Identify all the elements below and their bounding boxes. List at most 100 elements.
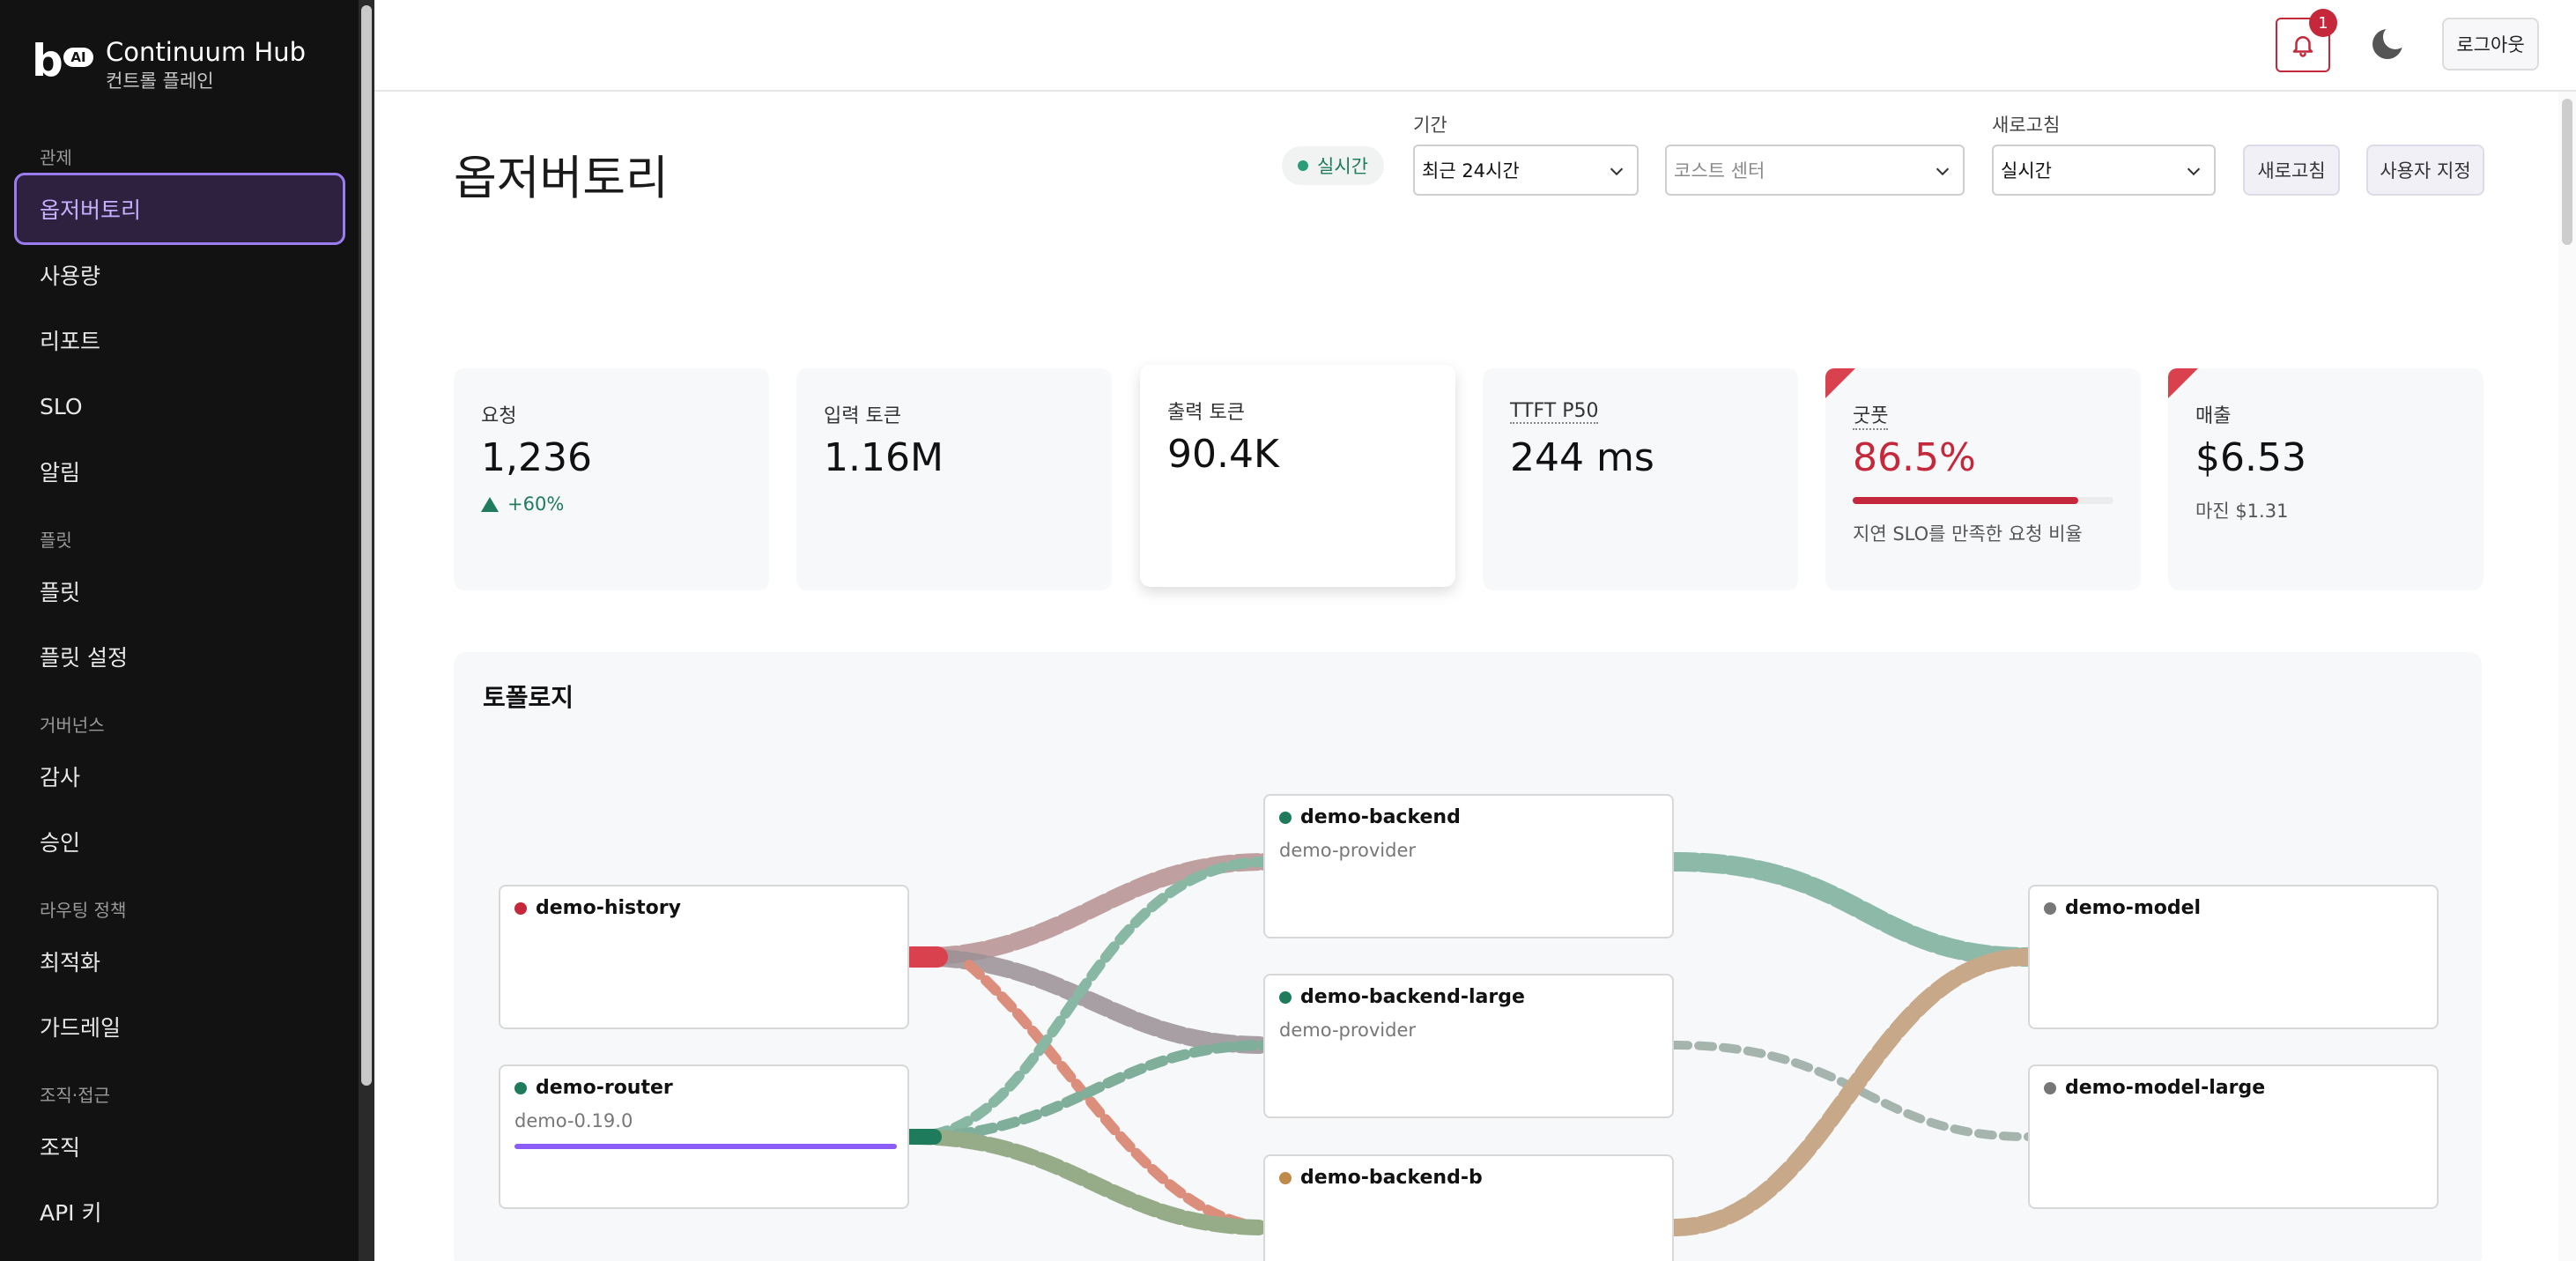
- link-router-backend-large: [906, 1040, 1270, 1142]
- link-router-backend: [906, 857, 1270, 1142]
- logo-letter: b: [32, 35, 63, 86]
- node-name: demo-backend: [1300, 806, 1461, 828]
- node-demo-backend[interactable]: demo-backend demo-provider: [1263, 794, 1674, 938]
- node-demo-history[interactable]: demo-history: [499, 885, 909, 1029]
- sidebar-item-usage[interactable]: 사용량: [40, 263, 101, 289]
- kpi-value: 244 ms: [1510, 435, 1654, 480]
- status-dot-icon: [514, 1081, 527, 1094]
- live-status-badge: 실시간: [1282, 146, 1384, 185]
- notifications-button[interactable]: [2276, 18, 2330, 72]
- topology-title: 토폴로지: [483, 683, 574, 712]
- node-demo-router[interactable]: demo-router demo-0.19.0: [499, 1064, 909, 1209]
- kpi-label: 출력 토큰: [1167, 402, 1245, 424]
- app-name: Continuum Hub: [106, 37, 307, 67]
- kpi-card-goodput[interactable]: 굿풋 86.5% 지연 SLO를 만족한 요청 비율: [1825, 368, 2141, 590]
- node-name: demo-router: [536, 1077, 673, 1099]
- kpi-label: 매출: [2195, 405, 2232, 427]
- refresh-interval-select[interactable]: 실시간: [1992, 145, 2216, 196]
- node-head: demo-model-large: [2044, 1077, 2265, 1099]
- sidebar-item-fleet-settings[interactable]: 플릿 설정: [40, 645, 128, 671]
- link-history-backend-large: [902, 948, 1274, 1054]
- kpi-label: TTFT P50: [1510, 400, 1599, 424]
- sidebar-item-organization[interactable]: 조직: [40, 1135, 81, 1161]
- refresh-label: 새로고침: [1992, 115, 2061, 136]
- custom-range-button[interactable]: 사용자 지정: [2366, 145, 2484, 196]
- sidebar-section-org-access: 조직·접근: [40, 1085, 110, 1106]
- sidebar-section-monitoring: 관제: [40, 147, 72, 168]
- node-head: demo-model: [2044, 897, 2201, 919]
- sidebar-item-slo[interactable]: SLO: [40, 393, 83, 419]
- goodput-progress-fill: [1853, 497, 2079, 504]
- main-scrollbar[interactable]: [2558, 92, 2576, 1261]
- sidebar-scroll-thumb[interactable]: [361, 5, 372, 1086]
- sidebar-item-api-keys[interactable]: API 키: [40, 1200, 102, 1226]
- kpi-label: 요청: [481, 405, 517, 427]
- kpi-card-revenue[interactable]: 매출 $6.53 마진 $1.31: [2168, 368, 2483, 590]
- kpi-sub: 마진 $1.31: [2195, 501, 2289, 522]
- period-value: 최근 24시간: [1422, 160, 1520, 182]
- node-demo-backend-large[interactable]: demo-backend-large demo-provider: [1263, 974, 1674, 1118]
- kpi-card-ttft-p50[interactable]: TTFT P50 244 ms: [1483, 368, 1798, 590]
- cost-center-placeholder: 코스트 센터: [1674, 160, 1765, 182]
- node-demo-model[interactable]: demo-model: [2028, 885, 2439, 1029]
- node-name: demo-backend-b: [1300, 1167, 1483, 1189]
- chevron-down-icon: [1610, 167, 1624, 176]
- status-dot-icon: [514, 901, 527, 915]
- node-provider: demo-provider: [1279, 840, 1417, 861]
- chevron-down-icon: [2187, 167, 2201, 176]
- node-provider: demo-provider: [1279, 1020, 1417, 1041]
- cost-center-select[interactable]: 코스트 센터: [1665, 145, 1965, 196]
- sidebar-item-observatory[interactable]: 옵저버토리: [14, 173, 345, 245]
- sidebar-item-fleet[interactable]: 플릿: [40, 580, 81, 605]
- sidebar-section-routing: 라우팅 정책: [40, 900, 127, 921]
- period-label: 기간: [1413, 115, 1447, 136]
- node-name: demo-model-large: [2065, 1077, 2266, 1099]
- kpi-card-requests[interactable]: 요청 1,236 +60%: [454, 368, 769, 590]
- status-dot-icon: [2044, 1081, 2056, 1094]
- status-dot-icon: [1279, 811, 1292, 824]
- kpi-value: 1,236: [481, 435, 592, 480]
- kpi-sub: 지연 SLO를 만족한 요청 비율: [1853, 523, 2083, 545]
- app-logo[interactable]: b AI Continuum Hub 컨트롤 플레인: [32, 35, 349, 95]
- link-router-backend-b: [903, 1129, 1273, 1235]
- app-subtitle: 컨트롤 플레인: [106, 70, 214, 92]
- sidebar-item-optimization[interactable]: 최적화: [40, 950, 101, 975]
- logout-button[interactable]: 로그아웃: [2442, 18, 2539, 70]
- sidebar-section-governance: 거버넌스: [40, 715, 105, 736]
- goodput-progress-bar: [1853, 497, 2113, 504]
- node-demo-backend-b[interactable]: demo-backend-b: [1263, 1154, 1674, 1261]
- top-bar: [374, 0, 2576, 92]
- link-history-backend-b: [964, 960, 1270, 1233]
- alert-corner-flag: [1825, 368, 1855, 398]
- node-version: demo-0.19.0: [514, 1110, 633, 1131]
- node-head: demo-backend-large: [1279, 986, 1525, 1008]
- kpi-label: 굿풋: [1853, 400, 1889, 430]
- node-head: demo-router: [514, 1077, 673, 1099]
- trend-up-icon: [481, 496, 499, 512]
- node-demo-model-large[interactable]: demo-model-large: [2028, 1064, 2439, 1209]
- sidebar-item-guardrails[interactable]: 가드레일: [40, 1015, 122, 1041]
- kpi-value: 86.5%: [1853, 435, 1976, 480]
- kpi-value: 90.4K: [1167, 432, 1279, 477]
- node-load-bar: [514, 1144, 897, 1149]
- live-label: 실시간: [1317, 156, 1368, 177]
- kpi-card-output-tokens[interactable]: 출력 토큰 90.4K: [1140, 365, 1455, 587]
- period-select[interactable]: 최근 24시간: [1413, 145, 1639, 196]
- refresh-interval-value: 실시간: [2001, 160, 2052, 182]
- node-head: demo-backend: [1279, 806, 1461, 828]
- kpi-card-input-tokens[interactable]: 입력 토큰 1.16M: [796, 368, 1112, 590]
- node-name: demo-model: [2065, 897, 2202, 919]
- topology-links: [900, 852, 2038, 1236]
- link-history-backend: [902, 853, 1274, 966]
- sidebar-item-approvals[interactable]: 승인: [40, 830, 81, 856]
- link-backend-b-model: [1665, 948, 2037, 1236]
- node-name: demo-history: [536, 897, 681, 919]
- moon-icon[interactable]: [2370, 26, 2405, 62]
- sidebar-item-reports[interactable]: 리포트: [40, 329, 101, 354]
- sidebar-item-audit[interactable]: 감사: [40, 765, 81, 790]
- node-head: demo-backend-b: [1279, 1167, 1483, 1189]
- sidebar-item-alerts[interactable]: 알림: [40, 460, 81, 486]
- main-scroll-thumb[interactable]: [2562, 99, 2572, 245]
- refresh-button[interactable]: 새로고침: [2243, 145, 2340, 196]
- kpi-value: $6.53: [2195, 435, 2306, 480]
